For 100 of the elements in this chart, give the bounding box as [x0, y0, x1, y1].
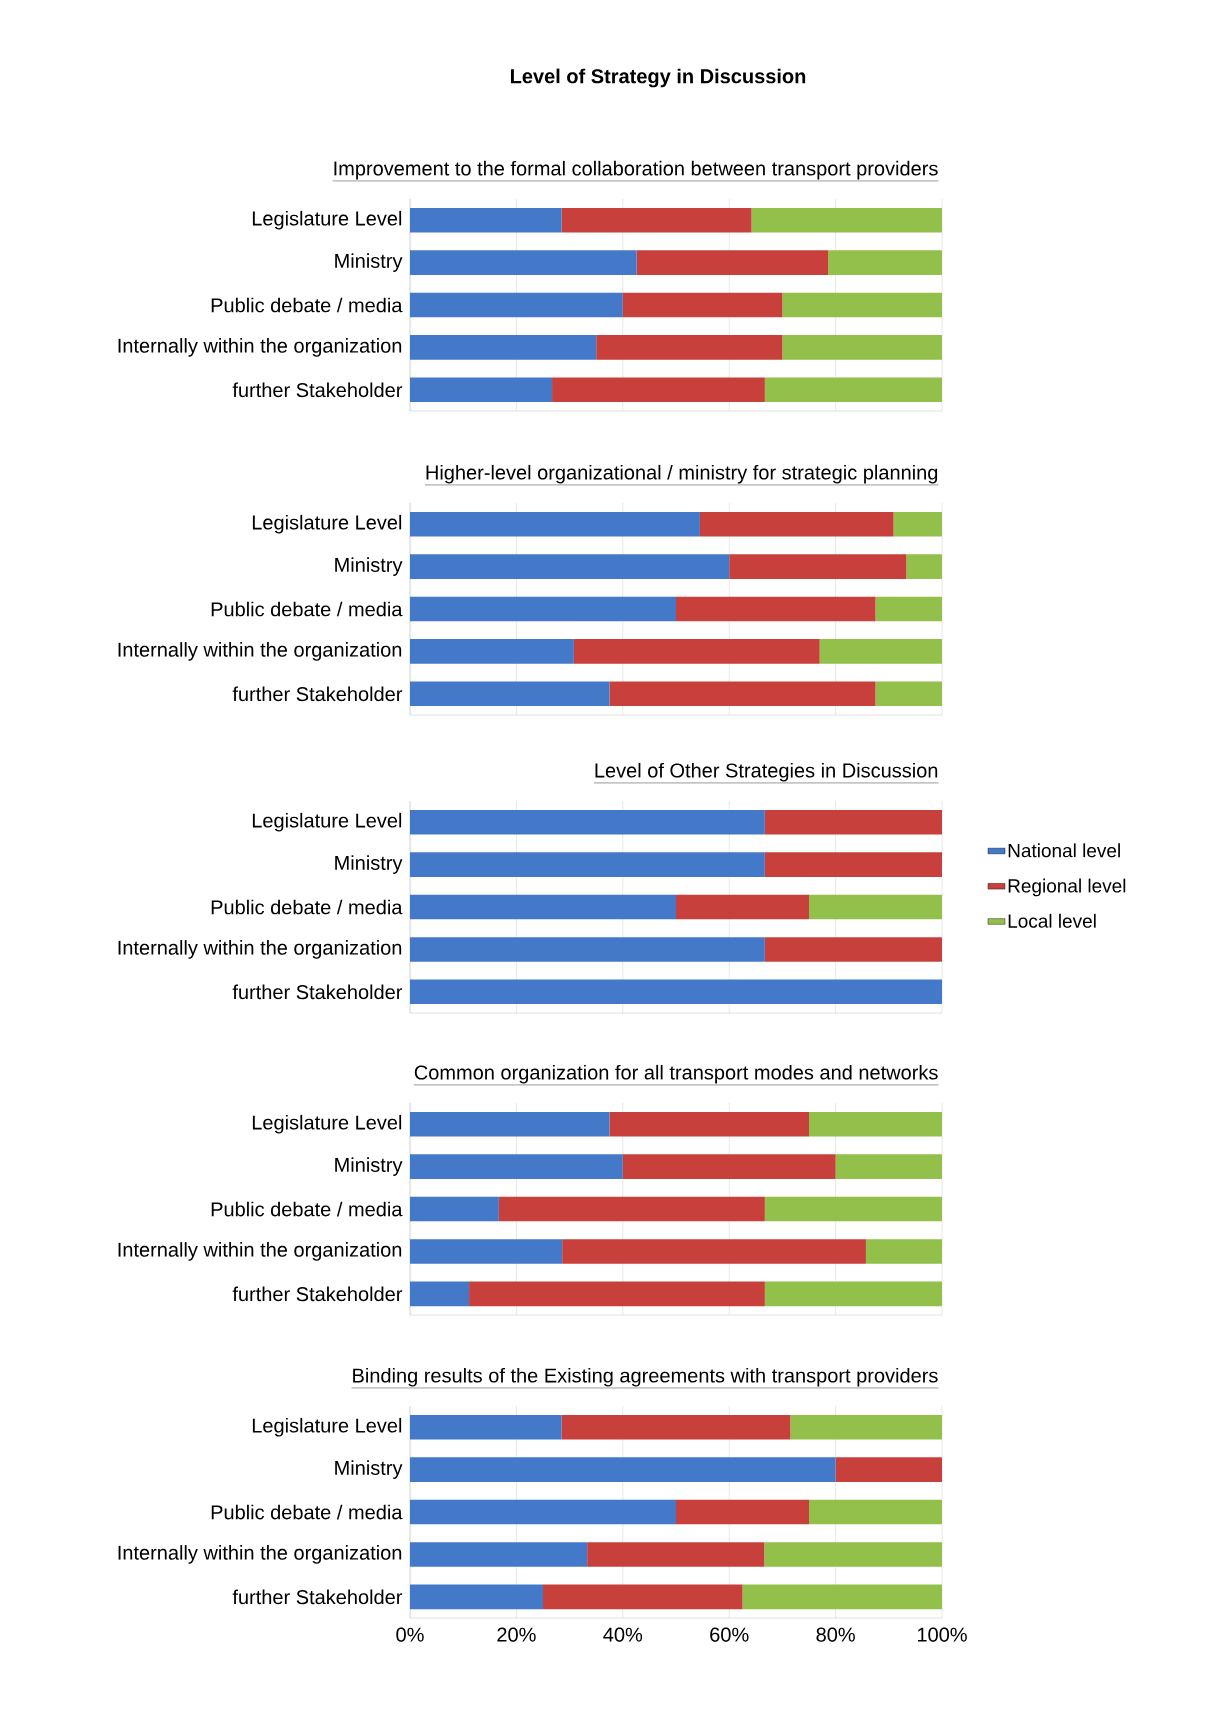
bar [410, 1542, 588, 1567]
x-tick-label: 100% [917, 1627, 967, 1642]
x-tick-label: 20% [497, 1627, 536, 1642]
y-tick-label: further Stakeholder [232, 1286, 403, 1302]
y-tick-label: further Stakeholder [232, 1589, 403, 1605]
bar [782, 335, 943, 360]
bar [573, 639, 820, 664]
chart-title: Level of Other Strategies in Discussion [595, 762, 938, 782]
bar [764, 1542, 943, 1567]
y-tick-label: Public debate / media [211, 1504, 403, 1520]
bar [764, 809, 943, 835]
bar [587, 1542, 765, 1567]
bar [410, 1457, 836, 1482]
y-tick-label: Public debate / media [211, 1201, 403, 1217]
bar [828, 250, 943, 275]
x-tick-label: 60% [710, 1627, 749, 1642]
y-tick-label: Ministry [335, 557, 403, 576]
y-tick-label: Internally within the organization [118, 1242, 402, 1261]
y-tick-label: Public debate / media [211, 297, 403, 313]
y-tick-label: Legislature Level [252, 812, 402, 832]
bar [561, 1414, 791, 1440]
chart-title: Common organization for all transport modes and networks [414, 1064, 938, 1084]
bar [410, 511, 700, 537]
bar [835, 1457, 943, 1482]
bar [410, 1414, 562, 1440]
bar [410, 1281, 470, 1307]
bar [410, 292, 623, 318]
text: Level of Strategy in Discussion [510, 68, 806, 88]
y-tick-label: Internally within the organization [118, 1545, 402, 1564]
bar [764, 852, 943, 877]
x-tick-label: 80% [816, 1627, 855, 1642]
bar [865, 1239, 943, 1264]
bar [410, 1499, 677, 1525]
bar [498, 1196, 765, 1222]
bar [410, 894, 677, 920]
y-tick-label: Ministry [335, 1157, 403, 1176]
bar [729, 554, 907, 579]
bar [410, 335, 597, 360]
bar [790, 1414, 943, 1440]
y-tick-label: further Stakeholder [232, 984, 403, 1000]
bar [609, 1111, 810, 1137]
bar [543, 1584, 743, 1610]
legend-label: Local level [1008, 913, 1096, 928]
bar [410, 207, 562, 233]
bar [410, 554, 730, 579]
bar [676, 1499, 810, 1525]
bar [410, 1239, 563, 1264]
x-tick-label: 0% [396, 1627, 424, 1642]
bar [410, 852, 765, 877]
y-tick-label: further Stakeholder [232, 686, 403, 702]
legend-label: National level [1008, 843, 1120, 858]
bar [764, 1281, 943, 1307]
bar [410, 1111, 610, 1137]
bar [622, 292, 783, 318]
bar [751, 207, 943, 233]
bar [410, 639, 574, 664]
bar [596, 335, 783, 360]
chart-title: Binding results of the Existing agreements with transport providers [353, 1367, 938, 1387]
bar [893, 511, 943, 537]
bar [410, 377, 553, 403]
bar [410, 1584, 544, 1610]
y-tick-label: Public debate / media [211, 899, 403, 915]
bar [410, 596, 677, 622]
chart-title: Higher-level organizational / ministry for strategic planning [426, 464, 938, 484]
bar [676, 894, 810, 920]
legend-label: Regional level [1008, 878, 1126, 897]
y-tick-label: Legislature Level [252, 514, 402, 534]
bar [764, 937, 943, 962]
bar [562, 1239, 866, 1264]
y-tick-label: Internally within the organization [118, 642, 402, 661]
bar [469, 1281, 765, 1307]
bar [906, 554, 943, 579]
bar [742, 1584, 943, 1610]
y-tick-label: Legislature Level [252, 1114, 402, 1134]
x-tick-label: 40% [603, 1627, 643, 1642]
bar [410, 681, 610, 707]
bar [809, 894, 943, 920]
bar [410, 1196, 499, 1222]
y-tick-label: Internally within the organization [118, 338, 402, 357]
y-tick-label: Ministry [335, 253, 403, 272]
bar [676, 596, 876, 622]
bar [809, 1111, 943, 1137]
y-tick-label: Ministry [335, 855, 403, 874]
chart-title: Improvement to the formal collaboration between transport providers [334, 160, 938, 180]
y-tick-label: Internally within the organization [118, 940, 402, 959]
bar [561, 207, 752, 233]
bar [699, 511, 894, 537]
y-tick-label: Legislature Level [252, 210, 402, 230]
bar [835, 1154, 943, 1179]
bar [622, 1154, 836, 1179]
bar [410, 250, 637, 275]
bar [410, 809, 765, 835]
bar [782, 292, 943, 318]
bar [764, 377, 943, 403]
bar [410, 979, 943, 1005]
bar [552, 377, 765, 403]
bar [609, 681, 876, 707]
y-tick-label: Ministry [335, 1460, 403, 1479]
bar [764, 1196, 943, 1222]
y-tick-label: Public debate / media [211, 601, 403, 617]
